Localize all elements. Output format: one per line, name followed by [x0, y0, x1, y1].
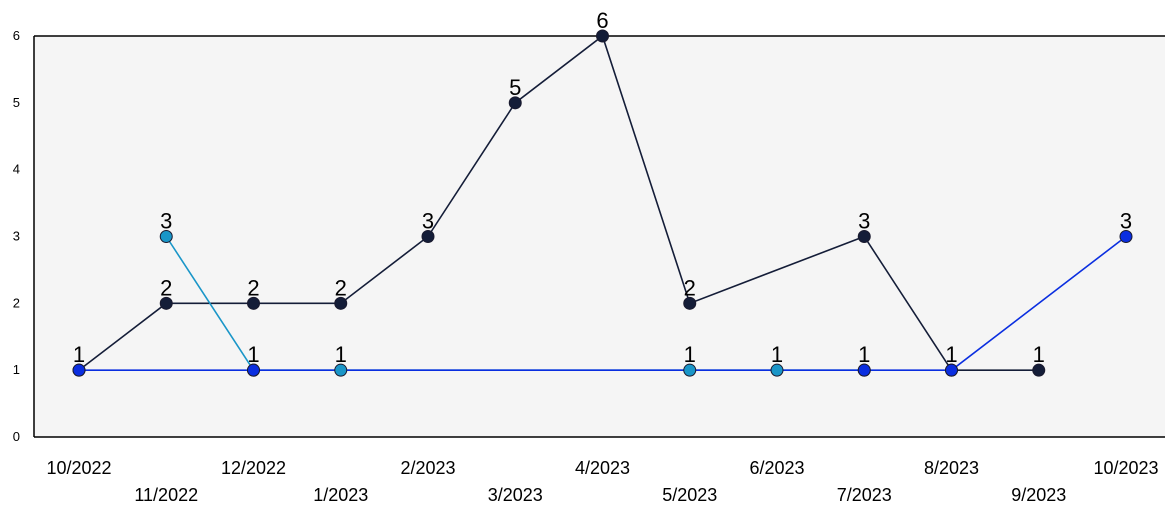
y-tick-label: 1: [13, 362, 20, 377]
data-label: 3: [1120, 209, 1132, 234]
y-tick-label: 0: [13, 429, 20, 444]
x-tick-label: 3/2023: [488, 485, 543, 505]
data-label: 1: [858, 342, 870, 367]
data-label: 3: [422, 209, 434, 234]
data-point: [72, 363, 86, 377]
data-point: [683, 363, 697, 377]
data-label: 3: [858, 209, 870, 234]
data-point: [1119, 230, 1133, 243]
data-label: 1: [771, 342, 783, 367]
data-point: [508, 96, 522, 110]
data-point: [770, 363, 784, 377]
data-label: 3: [160, 209, 172, 234]
y-tick-label: 2: [13, 295, 20, 310]
x-tick-label: 6/2023: [749, 458, 804, 478]
x-tick-label: 7/2023: [837, 485, 892, 505]
data-point: [159, 230, 173, 243]
data-label-layer: 1 2 2 2 3 5 6 2 3 1 1 3 1 1 1 1 1 3: [73, 8, 1132, 367]
x-tick-label: 2/2023: [400, 458, 455, 478]
data-label: 2: [335, 275, 347, 300]
y-tick-label: 3: [13, 229, 20, 244]
data-point: [334, 296, 348, 310]
x-tick-label: 12/2022: [221, 458, 286, 478]
y-tick-labels: 0 1 2 3 4 5 6: [13, 28, 20, 444]
data-label: 1: [73, 342, 85, 367]
data-point: [683, 296, 697, 310]
data-point: [857, 363, 871, 377]
data-point: [857, 230, 871, 243]
data-label: 2: [160, 275, 172, 300]
x-tick-label: 11/2022: [134, 485, 198, 505]
data-label: 1: [1033, 342, 1045, 367]
y-tick-label: 5: [13, 95, 20, 110]
data-point: [596, 29, 609, 43]
data-point: [334, 363, 348, 377]
plot-area: [34, 36, 1165, 437]
data-point: [945, 363, 958, 377]
x-tick-labels: 10/2022 11/2022 12/2022 1/2023 2/2023 3/2023 4…: [46, 458, 1158, 505]
x-tick-label: 1/2023: [313, 485, 368, 505]
data-label: 1: [247, 342, 259, 367]
data-point: [159, 296, 173, 310]
x-tick-label: 8/2023: [924, 458, 979, 478]
x-tick-label: 10/2022: [46, 458, 111, 478]
data-point: [421, 230, 435, 243]
y-tick-label: 6: [13, 28, 20, 43]
point-layer: [72, 29, 1133, 377]
x-tick-label: 4/2023: [575, 458, 630, 478]
x-tick-label: 5/2023: [662, 485, 717, 505]
data-label: 6: [596, 8, 608, 33]
data-label: 1: [335, 342, 347, 367]
y-tick-label: 4: [13, 162, 20, 177]
data-label: 5: [509, 75, 521, 100]
x-tick-label: 9/2023: [1011, 485, 1066, 505]
data-label: 2: [684, 275, 696, 300]
data-label: 2: [247, 275, 259, 300]
data-point: [247, 296, 260, 310]
data-point: [1032, 363, 1046, 377]
data-label: 1: [684, 342, 696, 367]
x-tick-label: 10/2023: [1093, 458, 1158, 478]
data-label: 1: [945, 342, 957, 367]
data-point: [247, 363, 260, 377]
